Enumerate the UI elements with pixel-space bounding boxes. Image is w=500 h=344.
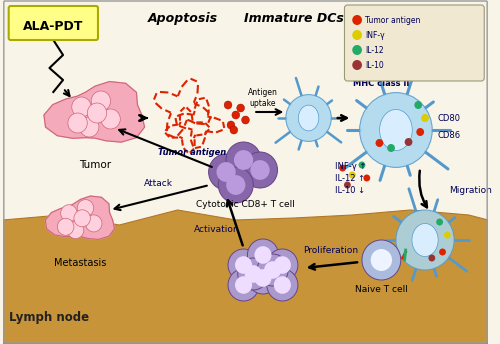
Ellipse shape xyxy=(298,105,319,131)
Text: Immature DCs: Immature DCs xyxy=(244,12,344,25)
Circle shape xyxy=(428,255,435,261)
Circle shape xyxy=(436,218,443,226)
Circle shape xyxy=(364,174,370,182)
Circle shape xyxy=(248,239,278,271)
Text: Tumor: Tumor xyxy=(79,160,111,170)
Circle shape xyxy=(101,109,120,129)
Circle shape xyxy=(60,205,77,222)
Text: Activation: Activation xyxy=(194,226,239,235)
Text: IL-10 ↓: IL-10 ↓ xyxy=(335,186,365,195)
Text: Antigen
uptake: Antigen uptake xyxy=(248,88,278,108)
Circle shape xyxy=(74,210,90,227)
Ellipse shape xyxy=(380,109,412,151)
Circle shape xyxy=(404,138,412,146)
Circle shape xyxy=(216,162,236,182)
Circle shape xyxy=(242,116,250,124)
Circle shape xyxy=(286,95,332,141)
Circle shape xyxy=(208,154,244,190)
Text: ALA-PDT: ALA-PDT xyxy=(23,20,84,32)
Text: IL-12 ↑: IL-12 ↑ xyxy=(335,174,365,183)
Circle shape xyxy=(339,164,346,172)
Circle shape xyxy=(88,103,106,123)
Text: Apoptosis: Apoptosis xyxy=(148,12,218,25)
Circle shape xyxy=(267,269,298,301)
Circle shape xyxy=(254,269,272,287)
Circle shape xyxy=(228,249,259,281)
Circle shape xyxy=(274,256,291,274)
Circle shape xyxy=(238,258,269,290)
Circle shape xyxy=(58,218,74,235)
Text: INF-γ: INF-γ xyxy=(365,31,384,40)
Polygon shape xyxy=(44,82,144,142)
Circle shape xyxy=(267,249,298,281)
Circle shape xyxy=(248,262,278,294)
Text: Proliferation: Proliferation xyxy=(304,246,358,255)
Circle shape xyxy=(235,276,252,294)
Text: Mature DCs: Mature DCs xyxy=(355,12,437,25)
Circle shape xyxy=(421,114,429,122)
Circle shape xyxy=(416,128,424,136)
Circle shape xyxy=(358,161,366,169)
Circle shape xyxy=(439,248,446,256)
Polygon shape xyxy=(3,210,488,344)
Circle shape xyxy=(237,104,244,112)
Circle shape xyxy=(376,139,384,147)
Circle shape xyxy=(274,276,291,294)
Circle shape xyxy=(250,160,270,180)
Text: Metastasis: Metastasis xyxy=(54,258,106,268)
Circle shape xyxy=(86,215,102,232)
Circle shape xyxy=(228,269,259,301)
Circle shape xyxy=(352,30,362,40)
Circle shape xyxy=(68,222,84,239)
FancyBboxPatch shape xyxy=(8,6,98,40)
Text: Migration: Migration xyxy=(450,185,492,194)
Circle shape xyxy=(77,200,94,217)
Circle shape xyxy=(224,101,232,109)
Circle shape xyxy=(396,210,454,270)
Circle shape xyxy=(349,172,356,179)
Text: Lymph node: Lymph node xyxy=(10,312,90,324)
Circle shape xyxy=(360,93,432,168)
Circle shape xyxy=(227,121,235,129)
Text: Cytotoxic CD8+ T cell: Cytotoxic CD8+ T cell xyxy=(196,200,295,209)
Circle shape xyxy=(68,113,87,133)
FancyBboxPatch shape xyxy=(344,5,484,81)
Text: INF-γ ↑: INF-γ ↑ xyxy=(335,162,366,171)
Text: Naive T cell: Naive T cell xyxy=(355,285,408,294)
Circle shape xyxy=(352,15,362,25)
Circle shape xyxy=(235,256,252,274)
Text: Tumor antigen: Tumor antigen xyxy=(365,15,420,24)
Text: MHC class II: MHC class II xyxy=(353,79,410,88)
Circle shape xyxy=(242,152,278,188)
Circle shape xyxy=(91,91,110,111)
Circle shape xyxy=(444,232,451,238)
Text: IL-12: IL-12 xyxy=(365,45,384,54)
Circle shape xyxy=(232,111,239,119)
Circle shape xyxy=(264,261,281,279)
Circle shape xyxy=(352,45,362,55)
Text: CD80: CD80 xyxy=(438,114,460,122)
Circle shape xyxy=(257,254,288,286)
Text: CD86: CD86 xyxy=(438,130,461,140)
Circle shape xyxy=(218,167,254,203)
Text: IL-10: IL-10 xyxy=(365,61,384,69)
Circle shape xyxy=(230,126,237,134)
Circle shape xyxy=(226,142,261,178)
Circle shape xyxy=(414,101,422,109)
Circle shape xyxy=(362,240,401,280)
Circle shape xyxy=(80,117,99,137)
Circle shape xyxy=(234,150,253,170)
Circle shape xyxy=(352,60,362,70)
Text: Tumor antigen: Tumor antigen xyxy=(158,148,226,157)
Circle shape xyxy=(344,182,351,189)
Circle shape xyxy=(244,265,262,283)
Circle shape xyxy=(254,246,272,264)
Polygon shape xyxy=(46,196,114,239)
Circle shape xyxy=(387,144,395,152)
Circle shape xyxy=(370,249,392,271)
Circle shape xyxy=(72,97,91,117)
Ellipse shape xyxy=(412,224,438,257)
Text: Attack: Attack xyxy=(144,179,172,187)
Circle shape xyxy=(226,175,246,195)
